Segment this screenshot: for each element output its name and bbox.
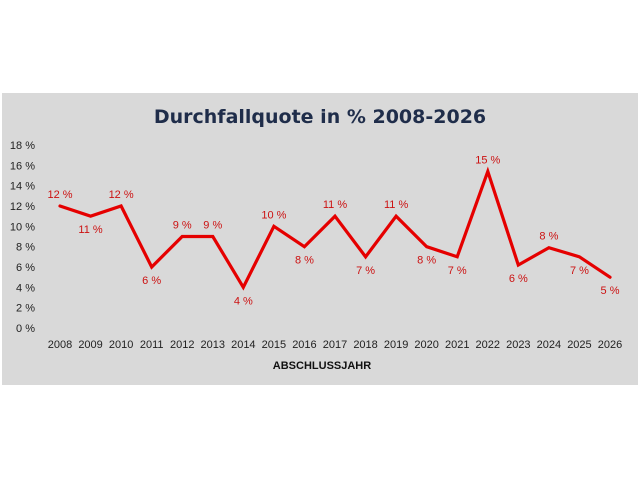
y-tick-label: 8 % [16, 242, 35, 254]
x-tick-label: 2026 [598, 339, 622, 351]
y-tick-label: 10 % [10, 221, 35, 233]
data-label: 12 % [47, 189, 72, 201]
data-label-layer: 12 % 11 % 12 % 6 % 9 % 9 % 4 % 10 % 8 % 11 % 7 % 11… [47, 154, 619, 307]
chart-area: Durchfallquote in % 2008-2026 0 % 2 % 4 % 6… [2, 93, 638, 385]
chart-title: Durchfallquote in % 2008-2026 [154, 106, 486, 128]
y-tick-label: 14 % [10, 181, 35, 193]
y-tick-label: 6 % [16, 262, 35, 274]
series-line [58, 166, 612, 291]
data-label: 7 % [356, 265, 375, 277]
data-label: 8 % [295, 255, 314, 267]
data-label: 6 % [142, 275, 161, 287]
y-tick-label: 16 % [10, 160, 35, 172]
x-tick-label: 2025 [567, 339, 591, 351]
y-tick-label: 12 % [10, 201, 35, 213]
x-tick-label: 2021 [445, 339, 469, 351]
data-label: 9 % [173, 220, 192, 232]
data-label: 15 % [475, 154, 500, 166]
x-tick-label: 2015 [262, 339, 286, 351]
data-label: 8 % [417, 255, 436, 267]
x-tick-label: 2012 [170, 339, 194, 351]
series-layer [58, 166, 612, 291]
data-label: 12 % [109, 189, 134, 201]
y-tick-label: 0 % [16, 323, 35, 335]
x-tick-label: 2023 [506, 339, 530, 351]
x-tick-label: 2011 [140, 339, 164, 351]
data-label: 4 % [234, 295, 253, 307]
x-tick-label: 2024 [537, 339, 561, 351]
x-tick-label: 2020 [414, 339, 438, 351]
data-label: 9 % [203, 220, 222, 232]
x-tick-label: 2018 [353, 339, 377, 351]
x-tick-label: 2019 [384, 339, 408, 351]
y-tick-label: 18 % [10, 140, 35, 152]
y-tick-label: 2 % [16, 303, 35, 315]
x-tick-label: 2010 [109, 339, 133, 351]
x-axis-ticks: 2008 2009 2010 2011 2012 2013 2014 2015 2016 2017… [48, 339, 622, 351]
y-axis-ticks: 0 % 2 % 4 % 6 % 8 % 10 % 12 % 14 % 16 % 18 % [10, 140, 35, 335]
data-label: 7 % [448, 265, 467, 277]
line-chart: Durchfallquote in % 2008-2026 0 % 2 % 4 % 6… [10, 106, 622, 372]
x-tick-label: 2009 [78, 339, 102, 351]
x-axis-label: ABSCHLUSSJAHR [273, 360, 371, 372]
data-label: 11 % [384, 199, 408, 211]
x-tick-label: 2016 [292, 339, 316, 351]
data-label: 5 % [601, 285, 620, 297]
data-label: 7 % [570, 265, 589, 277]
data-label: 10 % [261, 209, 286, 221]
x-tick-label: 2014 [231, 339, 255, 351]
y-tick-label: 4 % [16, 282, 35, 294]
x-tick-label: 2022 [476, 339, 500, 351]
data-label: 11 % [323, 199, 347, 211]
x-tick-label: 2008 [48, 339, 72, 351]
x-tick-label: 2017 [323, 339, 347, 351]
x-tick-label: 2013 [201, 339, 225, 351]
data-label: 11 % [78, 224, 102, 236]
data-label: 8 % [539, 231, 558, 243]
data-label: 6 % [509, 273, 528, 285]
